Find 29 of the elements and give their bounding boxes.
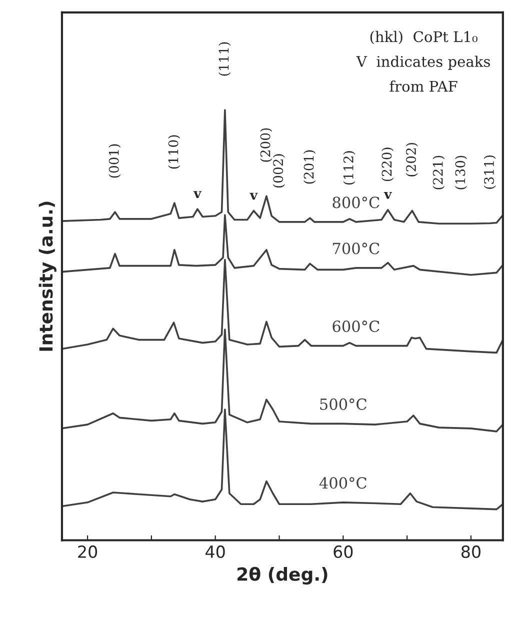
annotation: (221) bbox=[432, 156, 445, 190]
text: (hkl) CoPt L1₀ bbox=[370, 30, 478, 44]
annotation: (111) bbox=[218, 42, 231, 76]
x-axis-title: 2θ (deg.) bbox=[238, 566, 328, 585]
series-label: 400°C bbox=[319, 477, 366, 489]
series-label: 600°C bbox=[332, 320, 380, 332]
annotation: (220) bbox=[382, 148, 394, 182]
text: from PAF bbox=[390, 80, 458, 92]
series-label: 800°C bbox=[332, 196, 380, 208]
annotation: (001) bbox=[108, 144, 121, 178]
x-tick-label: 80 bbox=[461, 545, 480, 558]
x-tick-label: 20 bbox=[78, 545, 98, 558]
annotation: (130) bbox=[454, 156, 468, 190]
y-axis-title: Intensity (a.u.) bbox=[38, 202, 56, 351]
annotation: v bbox=[250, 192, 258, 200]
series-label: 500°C bbox=[320, 398, 366, 410]
annotation: v bbox=[193, 191, 202, 198]
annotation: (112) bbox=[343, 151, 356, 185]
x-tick-label: 40 bbox=[206, 545, 225, 558]
annotation: (002) bbox=[272, 154, 285, 188]
x-tick-label: 60 bbox=[334, 545, 353, 558]
annotation: (110) bbox=[168, 135, 180, 169]
annotation: (202) bbox=[406, 142, 418, 176]
annotation: (200) bbox=[260, 128, 272, 162]
annotation: (201) bbox=[304, 150, 316, 184]
text: V indicates peaks bbox=[356, 56, 490, 70]
annotation: v bbox=[384, 192, 392, 199]
annotation: (311) bbox=[484, 155, 496, 189]
series-label: 700°C bbox=[332, 242, 380, 254]
